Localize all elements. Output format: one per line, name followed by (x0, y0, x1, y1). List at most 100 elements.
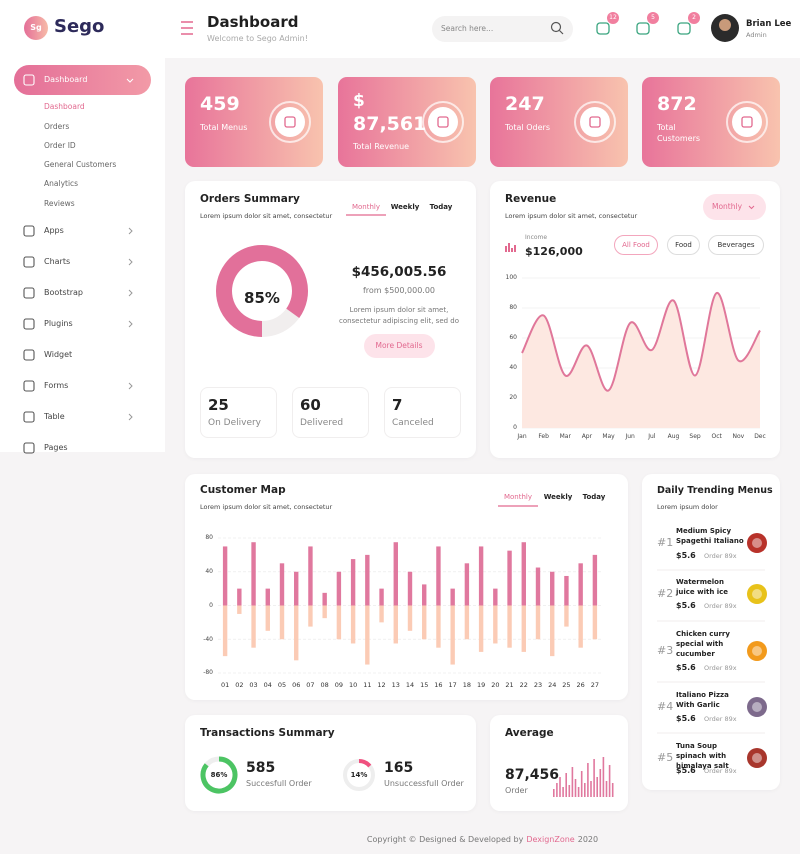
stat-label: Total Customers (657, 122, 701, 143)
badge-count: 5 (651, 14, 655, 22)
donut-label: 14% (350, 770, 368, 779)
tab[interactable]: Weekly (390, 202, 420, 211)
brand-name: Sego (54, 15, 105, 37)
menu-name: Italiano Pizza With Garlic (676, 691, 729, 709)
stat-value: 459 (200, 93, 240, 116)
card-title: Orders Summary (200, 193, 300, 206)
tab[interactable]: Today (582, 492, 606, 501)
stat-value: 872 (657, 93, 697, 116)
y-tick-label: 80 (509, 304, 517, 312)
x-tick-label: Oct (711, 433, 722, 441)
target: from $500,000.00 (362, 286, 436, 295)
search-box[interactable] (432, 16, 573, 42)
card-subtitle: Lorem ipsum dolor sit amet, consectetur (200, 211, 333, 220)
x-tick-label: 03 (249, 680, 258, 689)
x-tick-label: Jul (648, 433, 656, 441)
card-subtitle: Lorem ipsum dolor sit amet, consectetur (200, 502, 333, 511)
average-label: Order (505, 786, 528, 795)
card-title: Transactions Summary (200, 727, 335, 740)
menu-item[interactable]: Dashboard (44, 75, 88, 84)
x-tick-label: Mar (559, 433, 571, 441)
menu-item[interactable]: Charts (44, 257, 71, 266)
filter-label[interactable]: Food (675, 240, 692, 249)
menu-item[interactable]: Plugins (44, 319, 73, 328)
menu-item[interactable]: Forms (44, 381, 69, 390)
footer: Copyright © Designed & Developed by Dexig… (165, 834, 800, 846)
stat-value: 87,561 (353, 113, 427, 136)
submenu-item[interactable]: Dashboard (44, 102, 85, 112)
income-label: Income (525, 234, 548, 242)
submenu-item[interactable]: Reviews (44, 199, 75, 209)
counter-box (292, 387, 369, 438)
counter-label: Delivered (300, 418, 344, 429)
progress-label: 85% (244, 288, 280, 307)
x-tick-label: Feb (538, 433, 549, 441)
x-tick-label: 12 (377, 680, 386, 689)
x-tick-label: 09 (334, 680, 344, 689)
x-tick-label: 22 (519, 680, 528, 689)
menu-item[interactable]: Pages (44, 443, 68, 452)
submenu-item[interactable]: Analytics (44, 179, 79, 189)
orders: Order 89x (704, 601, 737, 610)
tab[interactable]: Today (429, 202, 453, 211)
y-tick-label: -40 (203, 635, 213, 643)
dropdown[interactable] (703, 194, 766, 220)
x-tick-label: 14 (405, 680, 415, 689)
x-tick-label: 25 (562, 680, 571, 689)
tab[interactable]: Monthly (351, 202, 381, 211)
menu-item[interactable]: Table (44, 412, 65, 421)
menu-item[interactable]: Bootstrap (44, 288, 83, 297)
card-subtitle: Lorem ipsum dolor (657, 502, 718, 511)
counter-value: 60 (300, 395, 321, 414)
tab[interactable]: Weekly (543, 492, 573, 501)
submenu-item[interactable]: General Customers (44, 160, 117, 170)
filter-label[interactable]: All Food (622, 240, 650, 249)
rank: #1 (657, 536, 674, 550)
x-tick-label: 05 (277, 680, 287, 689)
transaction-value: 165 (384, 760, 414, 777)
menu-item[interactable]: Widget (44, 350, 73, 359)
x-tick-label: 08 (320, 680, 329, 689)
counter-label: Canceled (392, 418, 434, 429)
footer-link[interactable]: DexignZone (526, 835, 575, 844)
filter-label[interactable]: Beverages (717, 240, 755, 249)
x-tick-label: 27 (590, 680, 600, 689)
dropdown-label[interactable]: Monthly (711, 202, 743, 212)
badge-count: 2 (692, 14, 696, 22)
revenue-card (490, 181, 780, 458)
page-title: Dashboard (207, 12, 299, 31)
counter-box (200, 387, 277, 438)
search-placeholder: Search here... (441, 24, 494, 34)
tab[interactable]: Monthly (503, 492, 533, 501)
filter-pill[interactable] (614, 235, 658, 255)
filter-pill[interactable] (708, 235, 764, 255)
rank: #5 (657, 751, 674, 765)
x-tick-label: 20 (491, 680, 500, 689)
badge-count: 12 (609, 14, 617, 22)
card-title: Revenue (505, 193, 557, 206)
x-tick-label: 24 (548, 680, 557, 689)
x-tick-label: 21 (505, 680, 514, 689)
submenu-item[interactable]: Orders (44, 122, 70, 132)
more-details-button[interactable] (364, 334, 435, 358)
x-tick-label: 16 (434, 680, 443, 689)
x-tick-label: Sep (689, 433, 701, 441)
x-tick-label: 26 (576, 680, 585, 689)
y-tick-label: 100 (505, 274, 517, 282)
menu-item[interactable]: Apps (44, 226, 64, 235)
submenu-item[interactable]: Order ID (44, 141, 76, 151)
page-subtitle: Welcome to Sego Admin! (207, 34, 308, 43)
x-tick-label: 02 (235, 680, 244, 689)
button-label[interactable]: More Details (375, 341, 423, 351)
y-tick-label: 40 (509, 364, 517, 372)
filter-pill[interactable] (667, 235, 700, 255)
x-tick-label: 01 (220, 680, 230, 689)
card-title: Customer Map (200, 484, 286, 497)
x-tick-label: Jan (517, 433, 527, 441)
x-tick-label: 18 (462, 680, 472, 689)
y-tick-label: 0 (513, 424, 517, 432)
x-tick-label: 07 (306, 680, 315, 689)
stat-currency: $ (353, 91, 365, 112)
x-tick-label: Dec (754, 433, 766, 441)
